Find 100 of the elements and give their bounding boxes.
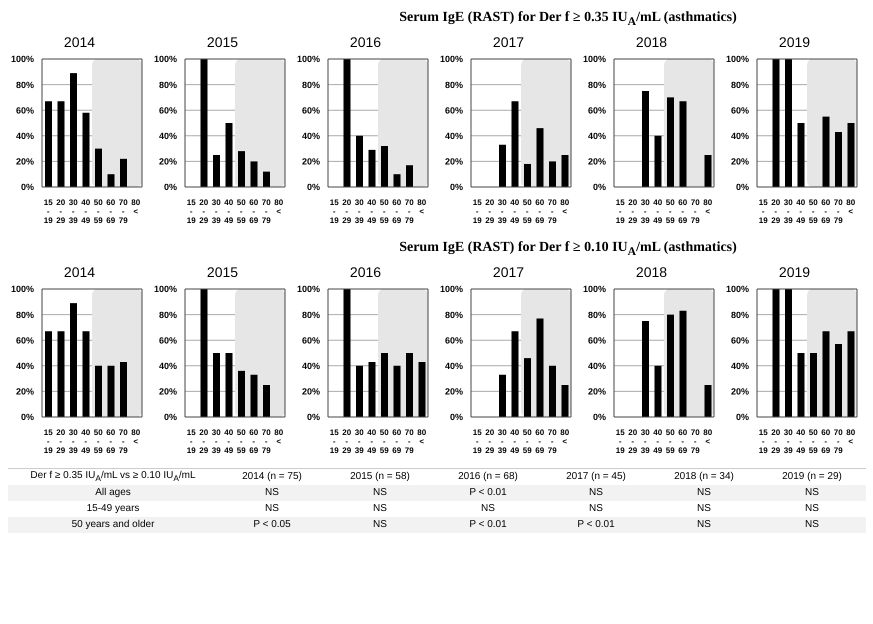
text: All ages (95, 487, 131, 498)
y-tick-label: 40% (158, 360, 177, 371)
chart-title: 2018 (634, 34, 668, 52)
x-tick-label: 70 - 79 (548, 428, 558, 455)
text: NS (697, 487, 711, 498)
x-tick-label: 15 - 19 (616, 198, 626, 225)
text: 2015 (n = 58) (350, 471, 410, 482)
bar (704, 154, 712, 187)
x-tick-label: 60 - 69 (678, 428, 688, 455)
text: NS (373, 519, 387, 530)
bar (667, 314, 674, 417)
bar (213, 154, 220, 187)
y-tick-label: 100% (296, 54, 320, 64)
text: P < 0.01 (577, 519, 615, 530)
y-tick-label: 40% (158, 130, 177, 141)
x-tick-label: 30 - 39 (68, 428, 78, 455)
y-tick-label: 80% (158, 309, 177, 320)
y-tick-label: 40% (588, 360, 606, 371)
x-tick-label: 80 < (846, 198, 856, 216)
x-tick-label: 60 - 69 (249, 198, 259, 225)
x-tick-label: 30 - 39 (784, 198, 794, 225)
x-tick-label: 60 - 69 (535, 428, 545, 455)
bar (654, 136, 662, 187)
bar (394, 174, 400, 187)
x-tick-label: 30 - 39 (640, 428, 650, 455)
bar (344, 288, 350, 417)
x-tick-label: 70 - 79 (548, 198, 558, 225)
x-tick-label: 70 - 79 (118, 428, 128, 455)
y-tick-label: 20% (588, 156, 606, 166)
x-tick-label: 40 - 49 (653, 428, 663, 455)
y-tick-label: 80% (588, 309, 606, 320)
bar (772, 288, 780, 417)
x-tick-label: 80 < (131, 198, 141, 216)
y-tick-label: 80% (302, 80, 320, 90)
x-tick-label: 80 < (846, 428, 856, 446)
x-tick-label: 30 - 39 (498, 428, 508, 455)
chart-title: 2017 (492, 264, 526, 282)
bar (406, 165, 413, 187)
bar (82, 112, 90, 187)
y-tick-label: 60% (444, 105, 463, 116)
x-tick-label: 70 - 79 (262, 198, 272, 225)
y-tick-label: 60% (730, 105, 749, 116)
bar (524, 164, 531, 187)
text: P < 0.05 (253, 519, 291, 530)
y-tick-label: 0% (450, 412, 463, 422)
y-tick-label: 100% (154, 54, 177, 64)
bar (680, 101, 686, 187)
text: P < 0.01 (469, 519, 507, 530)
x-tick-label: 30 - 39 (212, 428, 222, 455)
chart-title: 2014 (62, 264, 96, 282)
x-tick-label: 70 - 79 (404, 428, 414, 455)
y-tick-label: 60% (588, 105, 606, 116)
y-tick-label: 40% (444, 360, 463, 371)
y-tick-label: 20% (302, 156, 320, 166)
x-tick-label: 70 - 79 (118, 198, 128, 225)
text: 15-49 years (86, 503, 140, 514)
text: NS (481, 503, 495, 514)
bar (536, 318, 544, 417)
x-tick-label: 80 < (274, 198, 284, 216)
bar (848, 122, 854, 187)
bar (512, 330, 518, 417)
bar (822, 330, 830, 417)
x-tick-label: 15 - 19 (186, 428, 196, 455)
x-tick-label: 30 - 39 (784, 428, 794, 455)
bar (238, 150, 245, 187)
bar (58, 101, 64, 187)
x-tick-label: 70 - 79 (690, 428, 700, 455)
bar (45, 330, 52, 417)
text: NS (805, 503, 819, 514)
bar (356, 365, 363, 417)
y-tick-label: 80% (588, 80, 606, 90)
bar (835, 132, 842, 187)
bar (226, 352, 232, 417)
y-tick-label: 100% (154, 284, 177, 294)
bar (512, 101, 518, 187)
text: NS (805, 519, 819, 530)
x-tick-label: 60 - 69 (249, 428, 259, 455)
y-tick-label: 20% (588, 386, 606, 396)
y-tick-label: 40% (588, 130, 606, 141)
text: NS (265, 487, 279, 498)
bar (250, 374, 258, 417)
bar (82, 330, 90, 417)
y-tick-label: 0% (164, 182, 177, 192)
y-tick-label: 0% (736, 182, 749, 192)
x-tick-label: 60 - 69 (535, 198, 545, 225)
y-tick-label: 80% (730, 309, 749, 320)
y-tick-label: 80% (444, 309, 463, 320)
x-tick-label: 80 < (131, 428, 141, 446)
bar (549, 365, 556, 417)
y-tick-label: 60% (158, 334, 177, 345)
x-tick-label: 50 - 59 (236, 198, 246, 225)
x-tick-label: 20 - 29 (628, 428, 638, 455)
bar (822, 116, 830, 187)
bar (250, 161, 258, 187)
chart-title: 2017 (492, 34, 526, 52)
x-tick-label: 20 - 29 (56, 428, 66, 455)
text: 50 years and older (72, 519, 154, 530)
x-tick-label: 60 - 69 (106, 198, 116, 225)
y-tick-label: 80% (158, 80, 177, 90)
text: 2018 (n = 34) (674, 471, 734, 482)
